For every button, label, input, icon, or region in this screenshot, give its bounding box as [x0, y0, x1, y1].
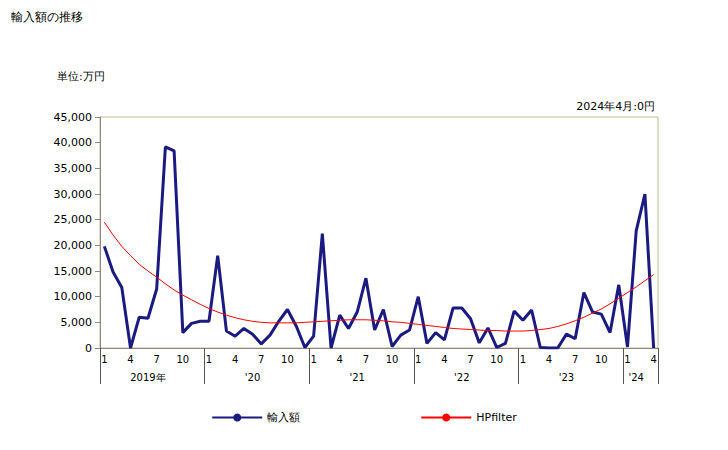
svg-text:7: 7 — [153, 354, 159, 365]
svg-text:'24: '24 — [628, 372, 643, 383]
svg-text:輸入額の推移: 輸入額の推移 — [11, 10, 83, 24]
svg-text:30,000: 30,000 — [54, 188, 93, 201]
svg-text:1: 1 — [415, 354, 421, 365]
svg-text:'20: '20 — [245, 372, 260, 383]
svg-text:1: 1 — [206, 354, 212, 365]
svg-text:4: 4 — [650, 354, 656, 365]
svg-text:単位:万円: 単位:万円 — [57, 70, 105, 83]
svg-text:40,000: 40,000 — [54, 136, 93, 149]
svg-text:35,000: 35,000 — [54, 162, 93, 175]
svg-text:10: 10 — [176, 354, 189, 365]
svg-text:10: 10 — [595, 354, 608, 365]
svg-text:4: 4 — [127, 354, 133, 365]
svg-text:7: 7 — [467, 354, 473, 365]
svg-text:15,000: 15,000 — [54, 265, 93, 278]
svg-text:4: 4 — [337, 354, 343, 365]
svg-text:'22: '22 — [454, 372, 469, 383]
svg-text:'23: '23 — [559, 372, 574, 383]
svg-text:4: 4 — [232, 354, 238, 365]
svg-text:10: 10 — [386, 354, 399, 365]
svg-text:'21: '21 — [349, 372, 364, 383]
svg-text:20,000: 20,000 — [54, 239, 93, 252]
svg-text:HPfilter: HPfilter — [476, 411, 517, 424]
svg-text:10: 10 — [490, 354, 503, 365]
svg-text:1: 1 — [101, 354, 107, 365]
svg-text:2019年: 2019年 — [130, 372, 165, 383]
svg-text:1: 1 — [624, 354, 630, 365]
svg-text:1: 1 — [520, 354, 526, 365]
svg-text:4: 4 — [441, 354, 447, 365]
svg-text:1: 1 — [310, 354, 316, 365]
svg-text:7: 7 — [258, 354, 264, 365]
svg-text:4: 4 — [546, 354, 552, 365]
svg-text:5,000: 5,000 — [61, 316, 93, 329]
svg-text:10: 10 — [281, 354, 294, 365]
svg-text:10,000: 10,000 — [54, 290, 93, 303]
svg-text:輸入額: 輸入額 — [267, 411, 300, 424]
svg-text:2024年4月:0円: 2024年4月:0円 — [576, 100, 655, 113]
svg-text:45,000: 45,000 — [54, 111, 93, 124]
svg-text:7: 7 — [572, 354, 578, 365]
svg-text:25,000: 25,000 — [54, 213, 93, 226]
svg-text:0: 0 — [85, 342, 92, 355]
svg-text:7: 7 — [363, 354, 369, 365]
